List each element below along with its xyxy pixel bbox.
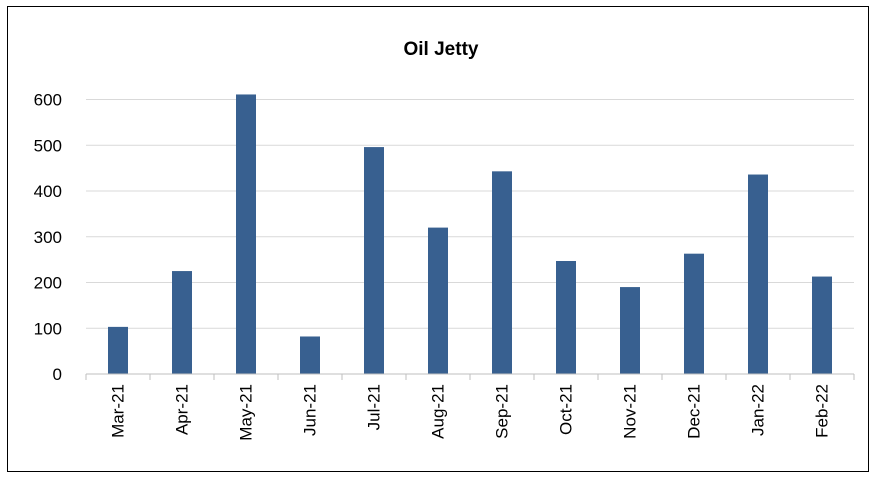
chart-frame: Oil Jetty 0 100 200 300 400 500 600 Mar-21 Apr-… [7, 6, 869, 472]
x-tick-label: Nov-21 [621, 384, 640, 439]
bars [108, 94, 832, 374]
y-tick-label: 0 [53, 365, 62, 384]
bar-Mar-21 [108, 326, 128, 374]
bar-Jun-21 [300, 336, 320, 374]
x-tick-label: Dec-21 [685, 384, 704, 439]
x-axis-ticks: Mar-21 Apr-21 May-21 Jun-21 Jul-21 Aug-21 Sep-… [109, 384, 832, 441]
x-tick-label: Mar-21 [109, 384, 128, 438]
y-tick-label: 100 [34, 319, 62, 338]
x-tick-label: Jun-21 [301, 384, 320, 436]
x-axis [85, 373, 855, 380]
bar-Jul-21 [364, 147, 384, 374]
x-tick-label: Sep-21 [493, 384, 512, 439]
chart-title: Oil Jetty [404, 39, 479, 60]
x-tick-label: Oct-21 [557, 384, 576, 435]
bar-Oct-21 [556, 260, 576, 374]
x-tick-label: Apr-21 [173, 384, 192, 435]
bar-Dec-21 [684, 253, 704, 374]
x-tick-label: Feb-22 [813, 384, 832, 438]
bar-chart: Oil Jetty 0 100 200 300 400 500 600 Mar-21 Apr-… [34, 39, 855, 441]
bar-May-21 [236, 94, 256, 374]
x-tick-label: Jul-21 [365, 384, 384, 430]
bar-Feb-22 [812, 276, 832, 374]
y-tick-label: 400 [34, 182, 62, 201]
y-tick-label: 600 [34, 91, 62, 110]
x-tick-label: May-21 [237, 384, 256, 441]
x-tick-label: Aug-21 [429, 384, 448, 439]
bar-Sep-21 [492, 171, 512, 374]
bar-Jan-22 [748, 174, 768, 374]
bar-Nov-21 [620, 287, 640, 374]
gridlines [86, 99, 854, 329]
bar-Aug-21 [428, 227, 448, 374]
y-axis-ticks: 0 100 200 300 400 500 600 [34, 91, 62, 385]
x-tick-label: Jan-22 [749, 384, 768, 436]
y-tick-label: 500 [34, 136, 62, 155]
y-tick-label: 200 [34, 274, 62, 293]
y-tick-label: 300 [34, 228, 62, 247]
bar-Apr-21 [172, 271, 192, 374]
